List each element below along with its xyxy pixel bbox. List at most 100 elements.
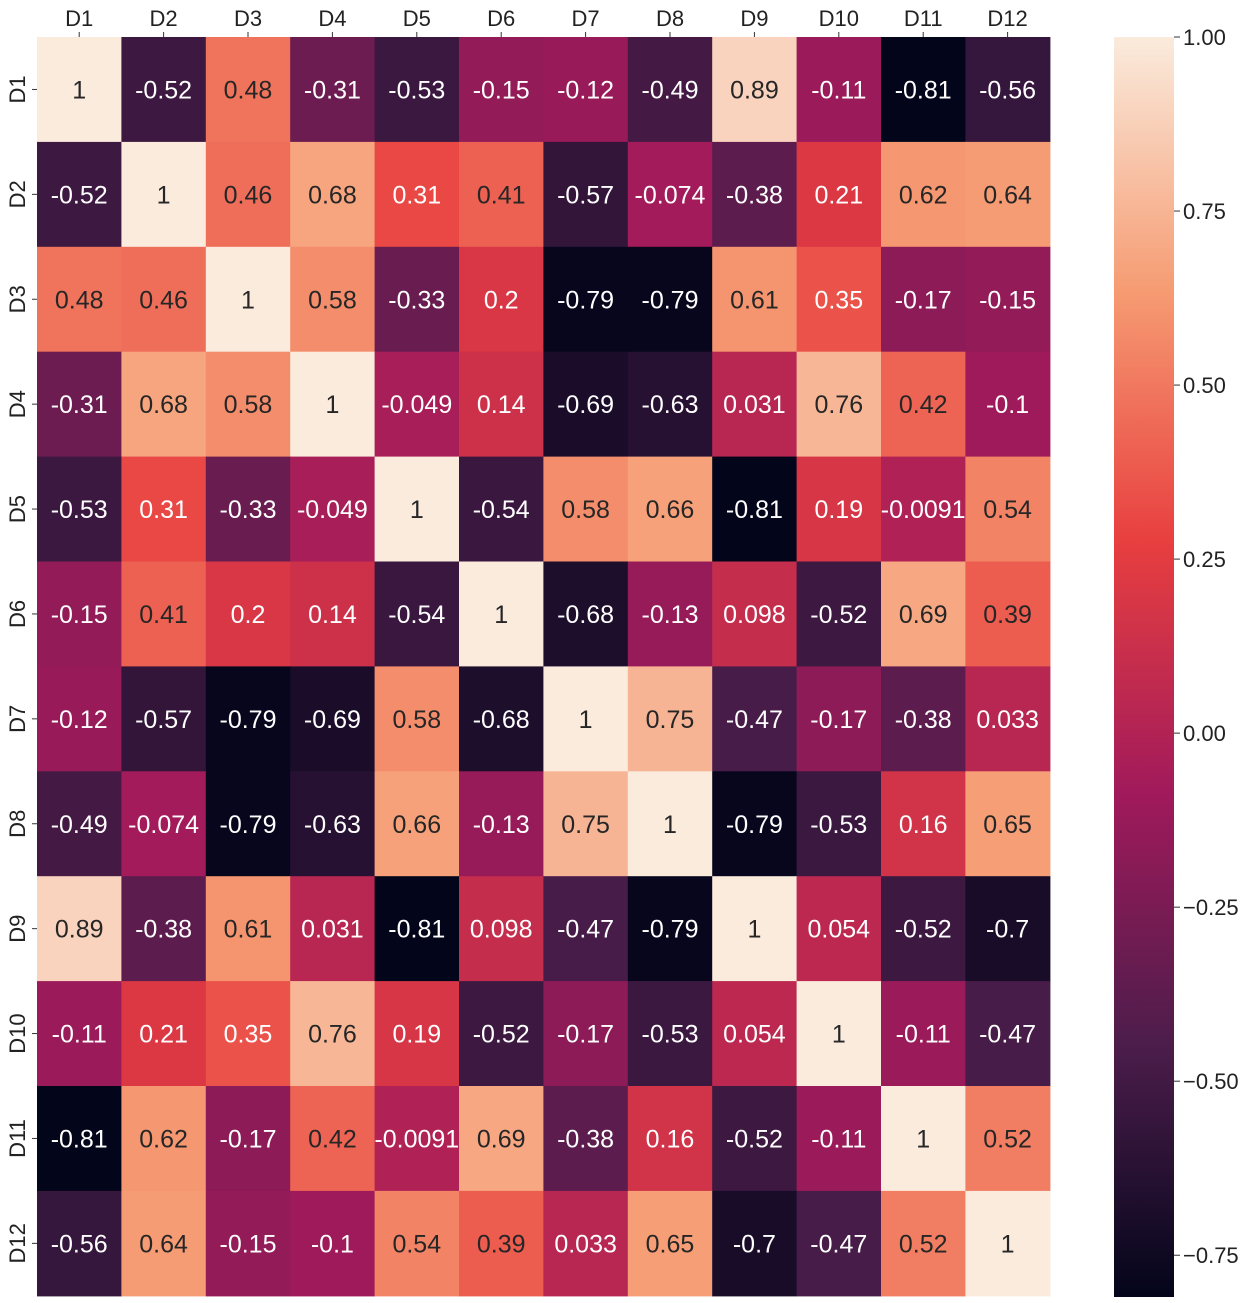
colorbar-tick-label: 0.50 [1183, 373, 1226, 398]
cell-value-label: -0.11 [811, 1125, 866, 1153]
cell-value-label: 0.054 [808, 916, 871, 944]
heatmap-cell-d10-d8 [627, 981, 713, 1087]
heatmap-cell-d8-d7 [543, 771, 629, 877]
cell-value-label: 0.76 [814, 391, 863, 419]
y-tick-label: D11 [5, 1119, 30, 1158]
cell-value-label: 0.31 [392, 181, 441, 209]
cell-value-label: 0.19 [392, 1021, 441, 1049]
y-tick-label: D6 [5, 600, 30, 628]
cell-value-label: -0.15 [979, 286, 1036, 314]
cell-value-label: -0.15 [51, 601, 108, 629]
colorbar-tick-label: −0.75 [1183, 1243, 1239, 1268]
cell-value-label: -0.79 [726, 811, 783, 839]
x-tick-labels: D1 D2 D3 D4 D5 D6 D7 D8 D9 D10 D11 D12 [65, 6, 1028, 37]
cell-value-label: 0.89 [55, 916, 104, 944]
cell-value-label: -0.33 [220, 496, 277, 524]
heatmap-cell-d6-d6 [459, 561, 544, 667]
cell-value-label: 0.48 [55, 286, 104, 314]
cell-value-label: -0.53 [810, 811, 867, 839]
heatmap-cell-d9-d2 [121, 876, 207, 982]
x-tick-label: D10 [819, 6, 859, 31]
heatmap-cell-d3-d5 [374, 246, 460, 353]
x-tick-label: D9 [740, 6, 768, 31]
cell-value-label: -0.52 [895, 916, 952, 944]
heatmap-cell-d4-d5 [374, 351, 460, 458]
heatmap-cell-d1-d9 [712, 37, 798, 143]
heatmap-cell-d1-d11 [881, 37, 966, 143]
colorbar-tick-label: 1.00 [1183, 25, 1226, 50]
heatmap-cell-d9-d10 [796, 876, 882, 982]
heatmap-cell-d3-d11 [881, 246, 966, 353]
heatmap-cell-d11-d9 [712, 1086, 798, 1192]
x-tick-label: D5 [403, 6, 431, 31]
heatmap-cell-d1-d8 [627, 37, 713, 143]
heatmap-cell-d11-d6 [459, 1086, 544, 1192]
heatmap-cell-d3-d12 [965, 246, 1051, 353]
heatmap-cell-d12-d11 [881, 1190, 966, 1297]
cell-value-label: -0.49 [642, 76, 699, 104]
cell-value-label: -0.79 [220, 706, 277, 734]
heatmap-cell-d11-d7 [543, 1086, 629, 1192]
heatmap-cell-d10-d3 [205, 981, 291, 1087]
y-tick-label: D9 [5, 915, 30, 943]
cell-value-label: 0.62 [139, 1125, 188, 1153]
cell-value-label: -0.63 [304, 811, 361, 839]
cell-value-label: -0.53 [51, 496, 108, 524]
cell-value-label: -0.52 [810, 601, 867, 629]
heatmap-cell-d4-d7 [543, 351, 629, 458]
cell-value-label: -0.31 [51, 391, 108, 419]
heatmap-cell-d6-d2 [121, 561, 207, 667]
y-tick-label: D3 [5, 285, 30, 313]
cell-value-label: 0.69 [899, 601, 948, 629]
heatmap-cell-d2-d5 [374, 141, 460, 248]
cell-value-label: -0.38 [726, 181, 783, 209]
cell-value-label: 0.14 [477, 391, 526, 419]
heatmap-cell-d3-d10 [796, 246, 882, 353]
cell-value-label: 0.58 [308, 286, 357, 314]
heatmap-cell-d4-d3 [205, 351, 291, 458]
cell-value-label: -0.79 [557, 286, 614, 314]
heatmap-cell-d5-d10 [796, 456, 882, 563]
heatmap-cell-d7-d6 [459, 666, 544, 772]
heatmap-cells: 1 -0.52 0.48 -0.31 -0.53 -0.15 -0.12 -0.49 0.89 -… [37, 37, 1051, 1297]
cell-value-label: -0.38 [895, 706, 952, 734]
heatmap-cell-d8-d2 [121, 771, 207, 877]
cell-value-label: -0.11 [896, 1021, 951, 1049]
cell-value-label: -0.68 [557, 601, 614, 629]
cell-value-label: 0.66 [392, 811, 441, 839]
heatmap-cell-d12-d3 [205, 1190, 291, 1297]
cell-value-label: -0.53 [642, 1021, 699, 1049]
cell-value-label: -0.57 [557, 181, 614, 209]
cell-value-label: 1 [832, 1021, 846, 1049]
heatmap-cell-d6-d10 [796, 561, 882, 667]
heatmap-cell-d11-d3 [205, 1086, 291, 1192]
y-tick-labels: D1 D2 D3 D4 D5 D6 D7 D8 D9 D10 D11 D12 [5, 75, 37, 1264]
heatmap-cell-d2-d2 [121, 141, 207, 248]
heatmap-cell-d12-d2 [121, 1190, 207, 1297]
heatmap-cell-d4-d9 [712, 351, 798, 458]
cell-value-label: -0.63 [642, 391, 699, 419]
heatmap-cell-d3-d4 [290, 246, 376, 353]
cell-value-label: -0.11 [811, 76, 866, 104]
heatmap-cell-d12-d8 [627, 1190, 713, 1297]
colorbar: 1.00 0.75 0.50 0.25 0.00 −0.25 −0.50 −0.75 [1114, 25, 1239, 1297]
heatmap-cell-d2-d7 [543, 141, 629, 248]
cell-value-label: 0.41 [477, 181, 526, 209]
heatmap-cell-d10-d2 [121, 981, 207, 1087]
heatmap-cell-d7-d5 [374, 666, 460, 772]
cell-value-label: 0.033 [976, 706, 1039, 734]
heatmap-cell-d1-d10 [796, 37, 882, 143]
cell-value-label: -0.7 [733, 1230, 776, 1258]
heatmap-cell-d11-d4 [290, 1086, 376, 1192]
cell-value-label: 0.75 [561, 811, 610, 839]
cell-value-label: -0.54 [388, 601, 445, 629]
cell-value-label: -0.11 [52, 1021, 107, 1049]
heatmap-cell-d3-d2 [121, 246, 207, 353]
heatmap-cell-d5-d12 [965, 456, 1051, 563]
x-tick-label: D1 [65, 6, 93, 31]
heatmap-cell-d6-d8 [627, 561, 713, 667]
cell-value-label: 0.75 [646, 706, 695, 734]
cell-value-label: 0.098 [723, 601, 786, 629]
heatmap-cell-d8-d10 [796, 771, 882, 877]
cell-value-label: 1 [157, 181, 171, 209]
